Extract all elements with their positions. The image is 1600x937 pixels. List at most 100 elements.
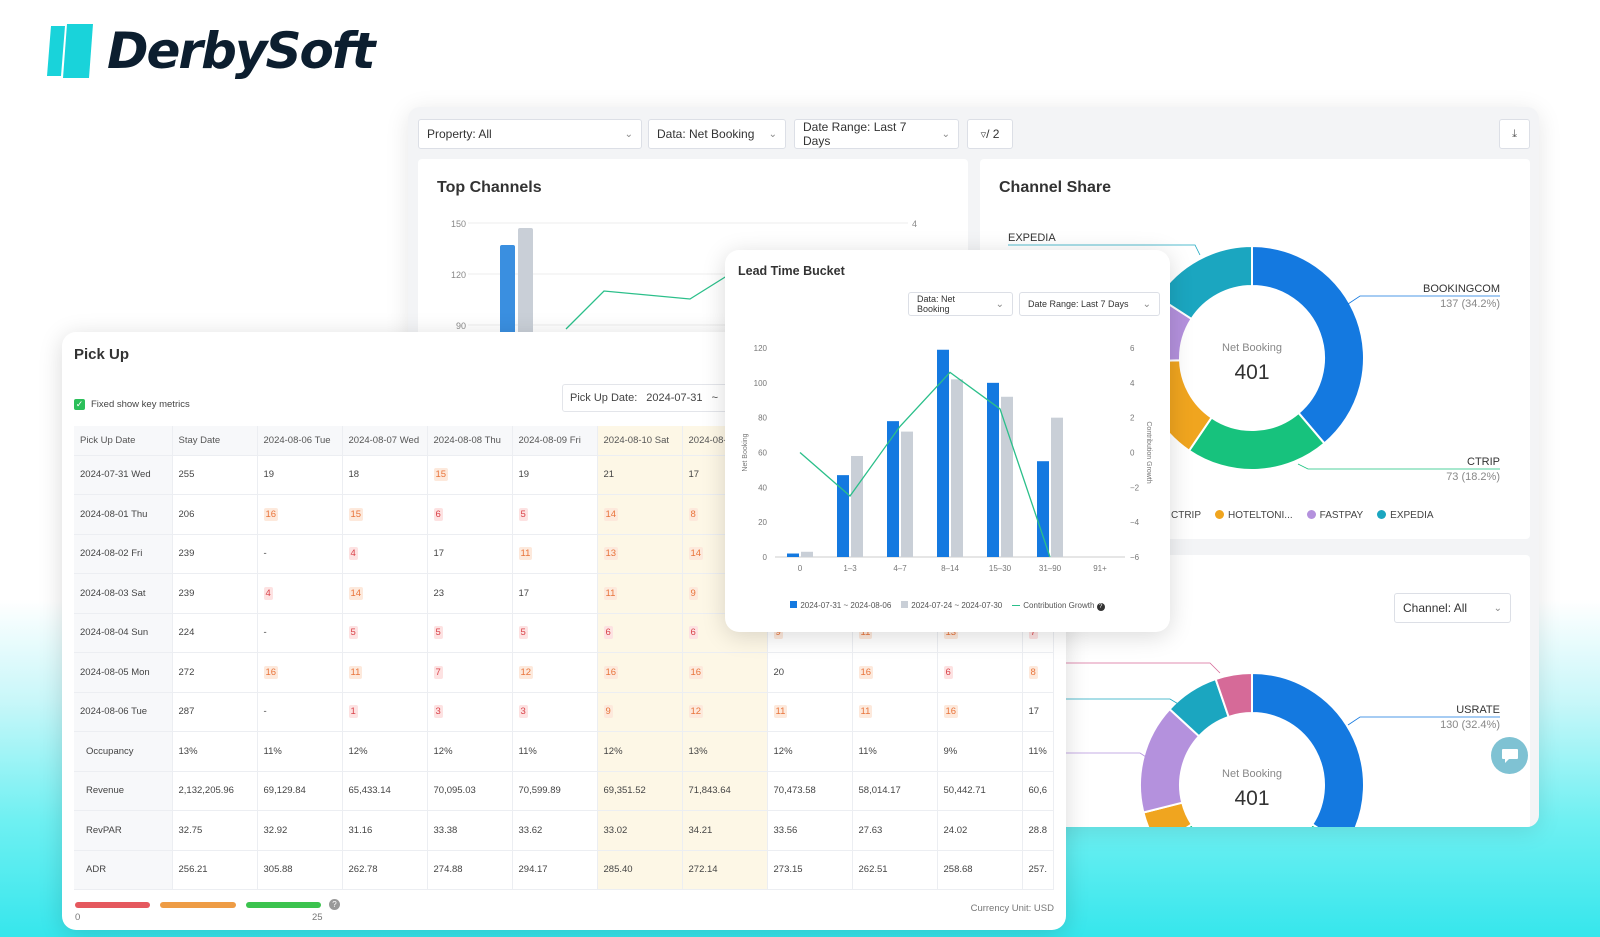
table-cell: 11: [512, 534, 598, 574]
table-cell: 14: [342, 573, 428, 614]
y2-tick-label: 0: [1130, 449, 1135, 458]
table-cell: 15: [342, 494, 428, 535]
bar-current[interactable]: [837, 475, 849, 557]
lead-date-label: Date Range: Last 7 Days: [1028, 299, 1129, 309]
table-cell: 58,014.17: [852, 771, 938, 811]
x-tick-label: 91+: [1093, 564, 1107, 573]
bar-current[interactable]: [887, 421, 899, 557]
data-select[interactable]: Data: Net Booking ⌄: [648, 119, 786, 149]
table-cell: 255: [172, 455, 258, 495]
table-cell: 4: [342, 534, 428, 574]
channel-select[interactable]: Channel: All ⌄: [1394, 593, 1511, 623]
donut-slice[interactable]: [1214, 671, 1253, 719]
legend-item[interactable]: EXPEDIA: [1377, 510, 1434, 521]
column-header[interactable]: 2024-08-09 Fri: [512, 426, 598, 456]
table-cell: 2024-08-04 Sun: [74, 613, 173, 653]
table-cell: 12%: [342, 731, 428, 772]
table-cell: 3: [512, 692, 598, 732]
table-cell: 71,843.64: [682, 771, 768, 811]
download-button[interactable]: ⤓: [1499, 119, 1530, 149]
lead-time-panel: Lead Time Bucket Data: Net Booking ⌄ Date…: [725, 250, 1170, 632]
y2-tick-label: −6: [1130, 553, 1140, 562]
table-cell: 4: [257, 573, 343, 614]
table-cell: 273.15: [767, 850, 853, 890]
donut-slice[interactable]: [1251, 671, 1365, 827]
chat-button[interactable]: [1491, 737, 1528, 774]
table-cell: 239: [172, 573, 258, 614]
donut-slice[interactable]: [1251, 244, 1365, 445]
chevron-down-icon: ⌄: [768, 128, 777, 140]
legend-item[interactable]: FASTPAY: [1306, 510, 1363, 521]
bar-previous[interactable]: [801, 551, 813, 557]
table-cell: 256.21: [172, 850, 258, 890]
filter-count: / 2: [986, 127, 1000, 141]
y-tick-label: 90: [456, 321, 466, 331]
date-range-select[interactable]: Date Range: Last 7 Days ⌄: [794, 119, 959, 149]
channel-select-label: Channel: All: [1403, 601, 1468, 615]
bar-previous[interactable]: [851, 455, 863, 557]
filter-button[interactable]: ▿/ 2: [967, 119, 1013, 149]
table-cell: 12: [512, 652, 598, 693]
table-cell: 19: [512, 455, 598, 495]
donut-slice[interactable]: [1156, 244, 1253, 321]
column-header[interactable]: 2024-08-08 Thu: [427, 426, 513, 456]
table-cell: 11%: [257, 731, 343, 772]
table-cell: 2,132,205.96: [172, 771, 258, 811]
column-header[interactable]: 2024-08-07 Wed: [342, 426, 428, 456]
table-cell: 239: [172, 534, 258, 574]
table-cell: 33.02: [597, 810, 683, 851]
table-cell: 6: [937, 652, 1023, 693]
bar-previous[interactable]: [901, 431, 913, 557]
table-cell: 50,442.71: [937, 771, 1023, 811]
brand-name: DerbySoft: [107, 22, 375, 80]
legend-item[interactable]: Contribution Growth ?: [1012, 601, 1105, 611]
table-cell: 206: [172, 494, 258, 535]
legend-item[interactable]: 2024-07-24 ~ 2024-07-30: [901, 601, 1002, 611]
lead-date-select[interactable]: Date Range: Last 7 Days ⌄: [1019, 292, 1160, 316]
y-axis-label: Net Booking: [742, 433, 749, 471]
table-cell: 60,6: [1022, 771, 1054, 811]
table-cell: 305.88: [257, 850, 343, 890]
table-cell: 70,095.03: [427, 771, 513, 811]
table-cell: 23: [427, 573, 513, 614]
info-icon[interactable]: ?: [1096, 603, 1105, 611]
column-header[interactable]: Stay Date: [172, 426, 258, 456]
y2-tick-label: 4: [912, 219, 917, 229]
column-header[interactable]: Pick Up Date: [74, 426, 173, 456]
table-cell: 262.51: [852, 850, 938, 890]
table-cell: 69,129.84: [257, 771, 343, 811]
table-cell: 258.68: [937, 850, 1023, 890]
table-cell: 6: [597, 613, 683, 653]
table-cell: 2024-08-06 Tue: [74, 692, 173, 732]
table-cell: 11: [852, 692, 938, 732]
bar-previous[interactable]: [1051, 417, 1063, 557]
legend-item[interactable]: HOTELTONI...: [1215, 510, 1293, 521]
bar-previous[interactable]: [1001, 396, 1013, 557]
bar-current[interactable]: [987, 382, 999, 557]
column-header[interactable]: 2024-08-10 Sat: [597, 426, 683, 456]
table-cell: 69,351.52: [597, 771, 683, 811]
bar-current[interactable]: [937, 349, 949, 557]
lead-data-select[interactable]: Data: Net Booking ⌄: [908, 292, 1013, 316]
pick-up-date-picker[interactable]: Pick Up Date: 2024-07-31 ~: [562, 384, 762, 412]
column-header[interactable]: 2024-08-06 Tue: [257, 426, 343, 456]
table-cell: 70,599.89: [512, 771, 598, 811]
table-cell: 257.: [1022, 850, 1054, 890]
lead-time-title: Lead Time Bucket: [738, 264, 845, 278]
table-cell: 13%: [682, 731, 768, 772]
fixed-metrics-checkbox[interactable]: ✓ Fixed show key metrics: [74, 399, 190, 410]
legend-item[interactable]: 2024-07-31 ~ 2024-08-06: [790, 601, 891, 611]
bar-current[interactable]: [1037, 461, 1049, 557]
help-icon[interactable]: ?: [329, 899, 340, 910]
growth-line: [799, 371, 1051, 558]
checkbox-checked-icon: ✓: [74, 399, 85, 410]
table-cell: RevPAR: [74, 810, 173, 851]
bar-previous[interactable]: [951, 379, 963, 557]
table-cell: 274.88: [427, 850, 513, 890]
table-cell: 2024-08-02 Fri: [74, 534, 173, 574]
table-cell: 31.16: [342, 810, 428, 851]
bar-current[interactable]: [787, 553, 799, 557]
property-select[interactable]: Property: All ⌄: [418, 119, 642, 149]
table-cell: 11: [767, 692, 853, 732]
y2-tick-label: 6: [1130, 344, 1135, 353]
